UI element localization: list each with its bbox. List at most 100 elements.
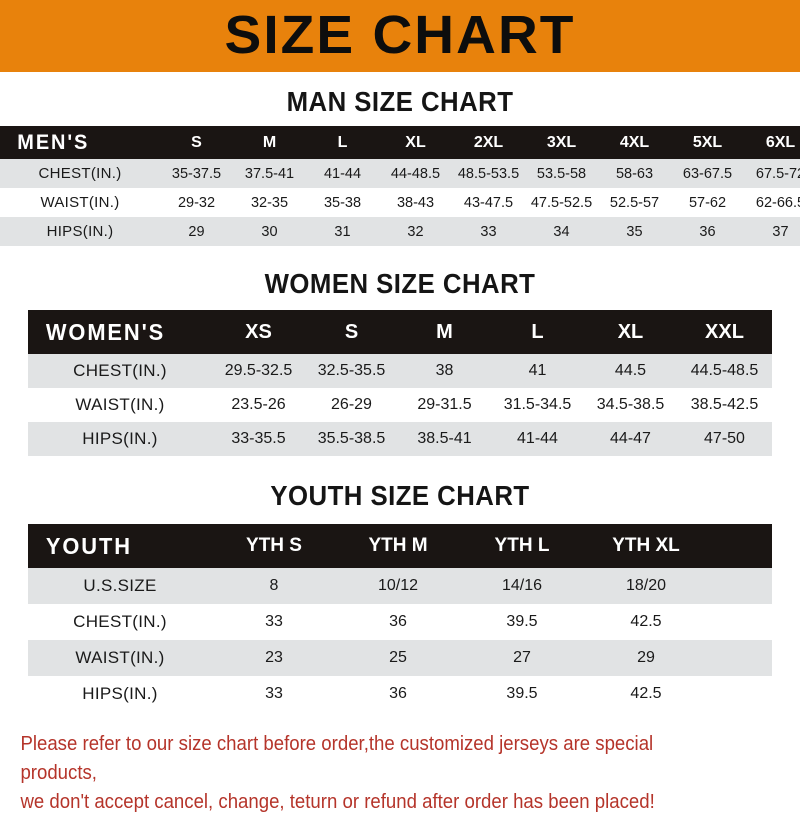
men-header-row: MEN'S S M L XL 2XL 3XL 4XL 5XL 6XL [0,126,800,159]
disclaimer-line-1: Please refer to our size chart before or… [20,733,654,784]
men-cell-2-5: 34 [553,223,570,240]
men-size-table: MEN'S S M L XL 2XL 3XL 4XL 5XL 6XL CHEST… [0,126,800,246]
men-row-1-label: WAIST(IN.) [40,194,120,211]
women-cell-2-2: 38.5-41 [417,430,472,447]
youth-row-3-label: HIPS(IN.) [82,684,158,703]
men-cell-1-5: 47.5-52.5 [530,194,593,211]
men-cell-0-1: 37.5-41 [244,165,295,182]
men-col-1: M [262,133,277,151]
women-cell-1-2: 29-31.5 [417,396,472,413]
men-col-4: 2XL [473,133,504,151]
youth-col-0: YTH S [246,535,302,556]
youth-cell-0-0: 8 [269,577,279,594]
women-col-4: XL [617,320,644,343]
youth-cell-0-4 [708,568,772,604]
women-cell-1-1: 26-29 [331,396,372,413]
men-cell-1-1: 32-35 [250,194,289,211]
youth-header-row: YOUTH YTH S YTH M YTH L YTH XL [28,524,772,568]
youth-size-table: YOUTH YTH S YTH M YTH L YTH XL U.S.SIZE … [28,524,772,712]
men-cell-1-4: 43-47.5 [463,194,514,211]
men-col-5: 3XL [546,133,577,151]
youth-cell-0-2: 14/16 [501,577,543,594]
youth-row-0-label: U.S.SIZE [83,576,157,595]
women-cell-2-4: 44-47 [610,430,651,447]
men-cell-2-7: 36 [699,223,716,240]
women-header-row: WOMEN'S XS S M L XL XXL [28,310,772,354]
youth-row-header-label: YOUTH [45,532,132,559]
page-banner: SIZE CHART [0,0,800,72]
youth-col-4 [708,524,772,568]
men-col-3: XL [405,133,426,151]
men-cell-1-2: 35-38 [323,194,362,211]
youth-row-1-label: CHEST(IN.) [73,612,167,631]
men-row-header-label: MEN'S [17,130,90,154]
youth-section-title: YOUTH SIZE CHART [270,480,530,511]
men-cell-0-7: 63-67.5 [682,165,733,182]
men-cell-2-3: 32 [407,223,424,240]
youth-col-3: YTH XL [612,535,680,556]
page-title: SIZE CHART [224,5,576,65]
men-cell-0-5: 53.5-58 [536,165,587,182]
men-cell-1-8: 62-66.5 [755,194,800,211]
women-cell-2-3: 41-44 [517,430,558,447]
men-col-7: 5XL [692,133,723,151]
women-row-0-label: CHEST(IN.) [73,361,167,380]
men-cell-0-6: 58-63 [615,165,654,182]
men-cell-1-3: 38-43 [396,194,435,211]
table-row: HIPS(IN.) 33 36 39.5 42.5 [28,676,772,712]
youth-col-1: YTH M [368,535,428,556]
youth-col-2: YTH L [494,535,550,556]
youth-cell-0-1: 10/12 [377,577,419,594]
women-row-2-label: HIPS(IN.) [82,429,158,448]
men-cell-2-4: 33 [480,223,497,240]
women-cell-2-1: 35.5-38.5 [317,430,386,447]
disclaimer-note: Please refer to our size chart before or… [0,730,744,817]
table-row: CHEST(IN.) 29.5-32.5 32.5-35.5 38 41 44.… [28,354,772,388]
men-cell-0-4: 48.5-53.5 [457,165,520,182]
men-cell-2-0: 29 [188,223,205,240]
women-cell-0-0: 29.5-32.5 [224,362,293,379]
men-cell-2-2: 31 [334,223,351,240]
table-row: WAIST(IN.) 23.5-26 26-29 29-31.5 31.5-34… [28,388,772,422]
youth-cell-1-4 [708,604,772,640]
table-row: U.S.SIZE 8 10/12 14/16 18/20 [28,568,772,604]
women-col-5: XXL [705,320,744,343]
youth-cell-1-3: 42.5 [630,613,662,630]
youth-cell-2-3: 29 [637,649,655,666]
youth-cell-0-3: 18/20 [625,577,667,594]
women-row-1-label: WAIST(IN.) [75,395,165,414]
women-col-3: L [531,320,544,343]
women-row-header-label: WOMEN'S [45,318,166,345]
women-cell-1-3: 31.5-34.5 [503,396,572,413]
table-row: WAIST(IN.) 23 25 27 29 [28,640,772,676]
women-cell-0-5: 44.5-48.5 [690,362,759,379]
women-cell-1-0: 23.5-26 [231,396,286,413]
table-row: HIPS(IN.) 33-35.5 35.5-38.5 38.5-41 41-4… [28,422,772,456]
men-cell-1-7: 57-62 [688,194,727,211]
men-cell-0-0: 35-37.5 [171,165,222,182]
women-cell-0-1: 32.5-35.5 [317,362,386,379]
men-cell-2-8: 37 [772,223,789,240]
women-col-1: S [344,320,359,343]
men-col-0: S [191,133,202,151]
youth-cell-3-4 [708,676,772,712]
disclaimer-line-2: we don't accept cancel, change, teturn o… [20,791,655,813]
women-section-title: WOMEN SIZE CHART [264,268,536,299]
table-row: CHEST(IN.) 33 36 39.5 42.5 [28,604,772,640]
men-row-0-label: CHEST(IN.) [38,165,122,182]
youth-row-2-label: WAIST(IN.) [75,648,165,667]
table-row: WAIST(IN.) 29-32 32-35 35-38 38-43 43-47… [0,188,800,217]
men-cell-0-3: 44-48.5 [390,165,441,182]
youth-cell-2-4 [708,640,772,676]
men-col-2: L [337,133,348,151]
women-cell-1-4: 34.5-38.5 [596,396,665,413]
youth-cell-3-3: 42.5 [630,685,662,702]
youth-cell-1-2: 39.5 [506,613,538,630]
table-row: CHEST(IN.) 35-37.5 37.5-41 41-44 44-48.5… [0,159,800,188]
men-cell-1-0: 29-32 [177,194,216,211]
men-cell-2-6: 35 [626,223,643,240]
youth-cell-3-1: 36 [389,685,407,702]
women-cell-0-2: 38 [435,362,454,379]
youth-cell-2-0: 23 [265,649,283,666]
